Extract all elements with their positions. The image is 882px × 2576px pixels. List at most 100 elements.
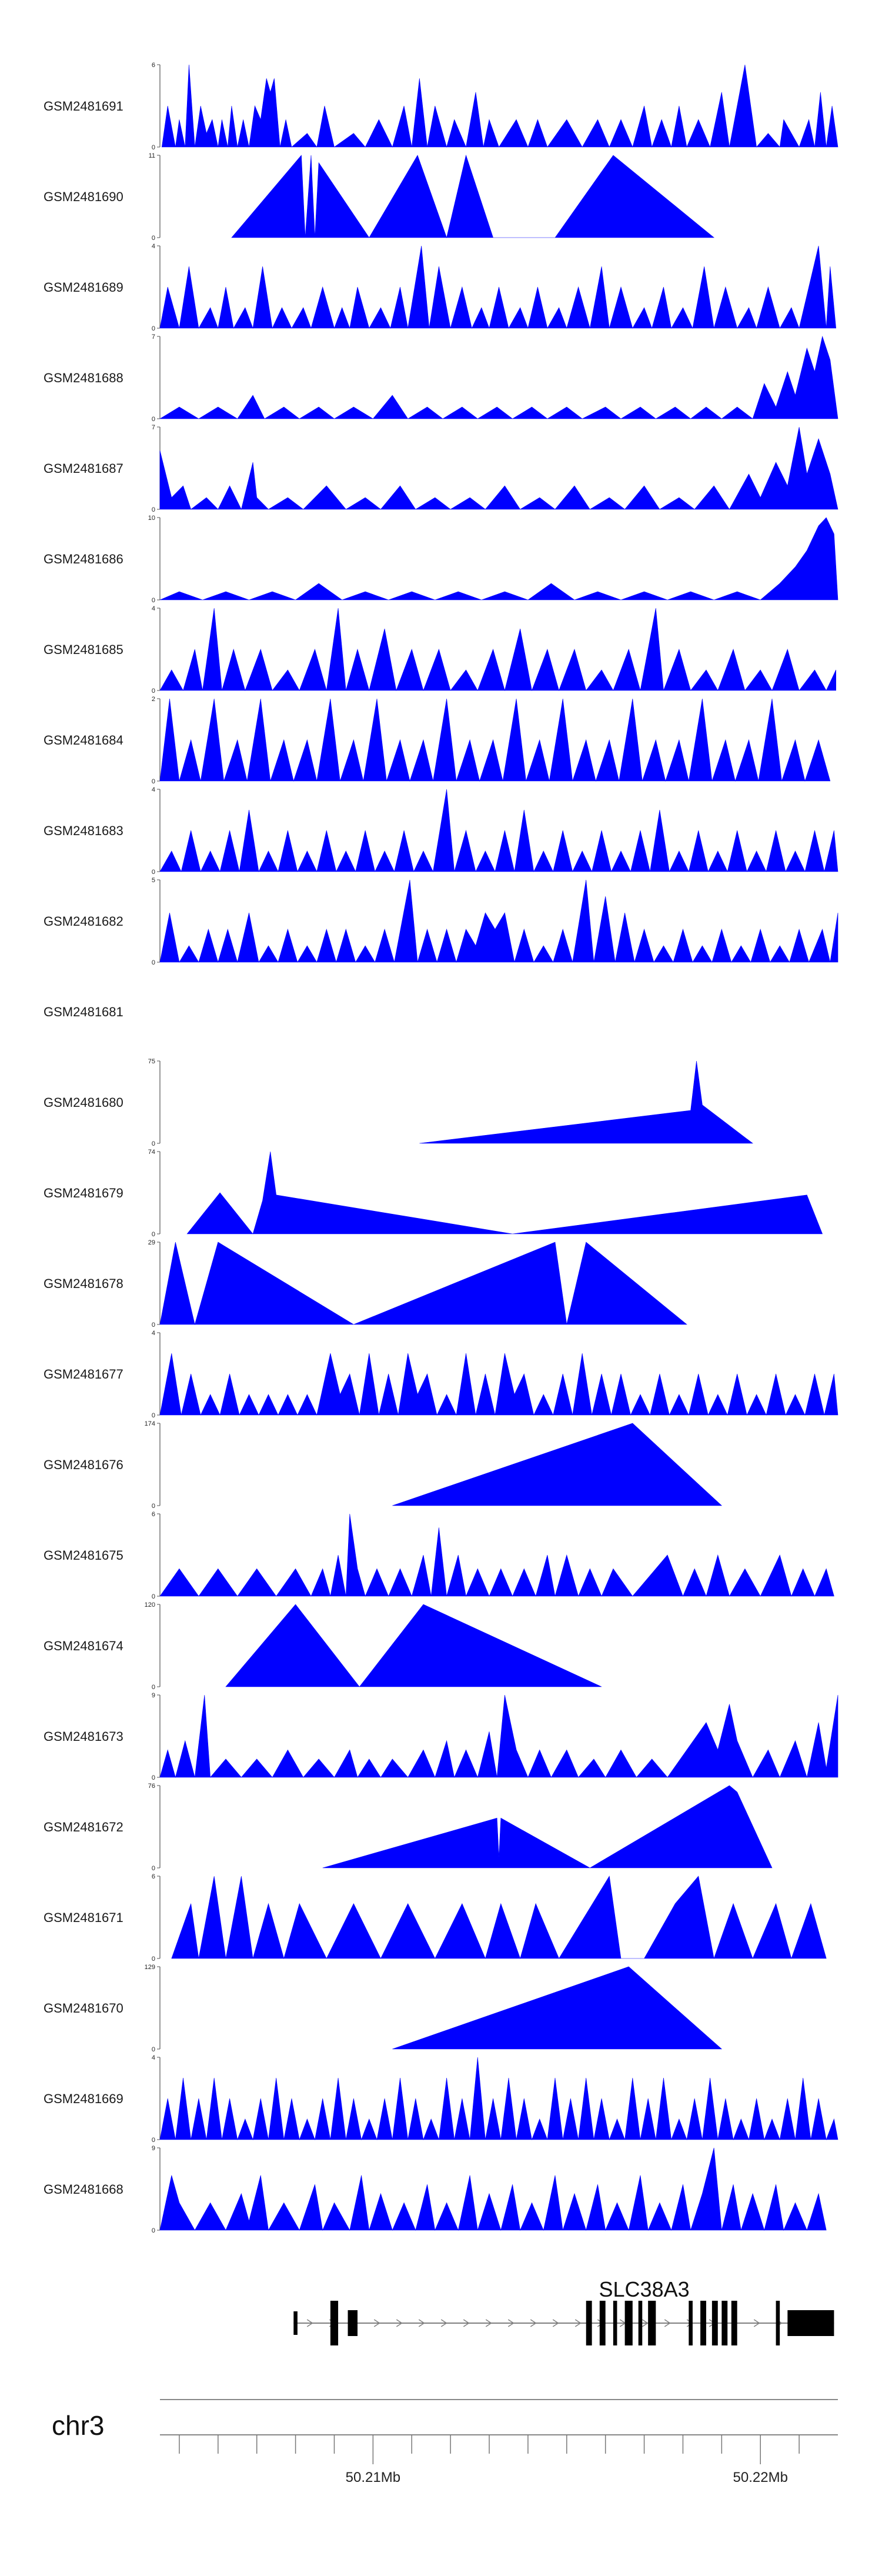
coverage-track: GSM2481671 6 0 [44, 1873, 827, 1963]
y-tick-label-max: 10 [148, 515, 155, 522]
coverage-track: GSM2481688 7 0 [44, 333, 838, 423]
track-label: GSM2481678 [44, 1276, 123, 1291]
coverage-area [159, 335, 838, 419]
y-tick-label-max: 9 [152, 2145, 155, 2152]
track-label: GSM2481689 [44, 280, 123, 295]
y-tick-label-max: 120 [145, 1601, 155, 1609]
y-tick-label-zero: 0 [152, 1231, 155, 1238]
exon [348, 2310, 358, 2336]
y-tick-label-zero: 0 [152, 144, 155, 151]
y-tick-label-max: 5 [152, 877, 155, 884]
exon [776, 2301, 780, 2345]
track-label: GSM2481679 [44, 1186, 123, 1200]
coverage-area [419, 1060, 753, 1144]
track-label: GSM2481677 [44, 1367, 123, 1382]
y-tick-label-max: 6 [152, 62, 155, 69]
coverage-area [161, 64, 838, 148]
coverage-area [159, 1353, 838, 1416]
coverage-area [159, 879, 838, 963]
exon [689, 2301, 693, 2345]
track-label: GSM2481688 [44, 371, 123, 385]
coverage-track: GSM2481677 4 0 [44, 1330, 838, 1419]
exon [721, 2301, 728, 2345]
y-tick-label-max: 2 [152, 696, 155, 703]
coverage-track: GSM2481675 6 0 [44, 1511, 834, 1600]
track-label: GSM2481690 [44, 189, 123, 204]
coverage-track: GSM2481684 2 0 [44, 696, 831, 785]
track-label: GSM2481680 [44, 1095, 123, 1110]
y-tick-label-zero: 0 [152, 506, 155, 513]
track-label: GSM2481681 [44, 1005, 123, 1019]
track-label: GSM2481674 [44, 1639, 123, 1653]
y-tick-label-zero: 0 [152, 1865, 155, 1872]
axis-tick-label: 50.21Mb [346, 2470, 400, 2485]
genome-axis: chr3 50.21Mb 50.22Mb [52, 2399, 838, 2485]
y-tick-label-max: 11 [149, 152, 155, 159]
exon [787, 2310, 834, 2336]
exon [624, 2301, 633, 2345]
track-label: GSM2481684 [44, 733, 123, 748]
coverage-area [171, 1876, 827, 1960]
y-tick-label-zero: 0 [152, 1774, 155, 1781]
y-tick-label-max: 74 [148, 1149, 155, 1156]
y-tick-label-zero: 0 [152, 235, 155, 242]
y-tick-label-zero: 0 [152, 869, 155, 876]
coverage-track: GSM2481682 5 0 [44, 877, 838, 966]
coverage-track: GSM2481672 76 0 [44, 1783, 773, 1872]
coverage-track: GSM2481670 129 0 [44, 1964, 723, 2053]
track-label: GSM2481673 [44, 1729, 123, 1744]
track-label: GSM2481687 [44, 461, 123, 476]
y-tick-label-zero: 0 [152, 1412, 155, 1419]
exon [648, 2301, 656, 2345]
track-label: GSM2481683 [44, 823, 123, 838]
coverage-track: GSM2481668 9 0 [44, 2145, 827, 2234]
track-label: GSM2481685 [44, 642, 123, 657]
coverage-track: GSM2481685 4 0 [44, 605, 836, 695]
coverage-area [392, 1966, 723, 2050]
strand-arrow [574, 2319, 582, 2327]
y-tick-label-zero: 0 [152, 1593, 155, 1600]
track-label: GSM2481669 [44, 2091, 123, 2106]
y-tick-label-zero: 0 [152, 959, 155, 966]
coverage-track: GSM2481681 [44, 1005, 123, 1019]
strand-arrow [373, 2319, 380, 2327]
y-tick-label-zero: 0 [152, 688, 155, 695]
y-tick-label-max: 7 [152, 333, 155, 341]
y-tick-label-zero: 0 [152, 2137, 155, 2144]
track-label: GSM2481691 [44, 99, 123, 114]
y-tick-label-max: 4 [152, 786, 155, 793]
y-tick-label-zero: 0 [152, 597, 155, 604]
y-tick-label-zero: 0 [152, 325, 155, 332]
coverage-track: GSM2481676 174 0 [44, 1420, 723, 1510]
y-tick-label-max: 9 [152, 1692, 155, 1699]
coverage-track: GSM2481686 10 0 [44, 515, 838, 604]
exon [293, 2311, 298, 2335]
exon [586, 2301, 592, 2345]
coverage-track: GSM2481689 4 0 [44, 243, 837, 332]
strand-arrow [463, 2319, 470, 2327]
coverage-area [159, 608, 836, 692]
exon [711, 2301, 718, 2345]
y-tick-label-max: 174 [145, 1420, 155, 1427]
exon [330, 2301, 339, 2345]
coverage-area [186, 1151, 823, 1234]
coverage-area [392, 1423, 723, 1506]
coverage-area [159, 698, 831, 782]
exon [731, 2301, 737, 2345]
track-label: GSM2481675 [44, 1548, 123, 1563]
strand-arrow [642, 2319, 649, 2327]
y-tick-label-max: 7 [152, 424, 155, 431]
y-tick-label-zero: 0 [152, 1140, 155, 1147]
strand-arrow [396, 2319, 403, 2327]
strand-arrow [664, 2319, 671, 2327]
y-tick-label-max: 6 [152, 1873, 155, 1880]
strand-arrow [753, 2319, 760, 2327]
coverage-area [159, 1242, 687, 1326]
track-label: GSM2481676 [44, 1457, 123, 1472]
y-tick-label-max: 75 [148, 1058, 155, 1065]
coverage-track: GSM2481680 75 0 [44, 1058, 753, 1147]
coverage-area [159, 426, 838, 510]
strand-arrow [507, 2319, 514, 2327]
coverage-area [159, 517, 838, 600]
y-tick-label-max: 129 [145, 1964, 155, 1971]
